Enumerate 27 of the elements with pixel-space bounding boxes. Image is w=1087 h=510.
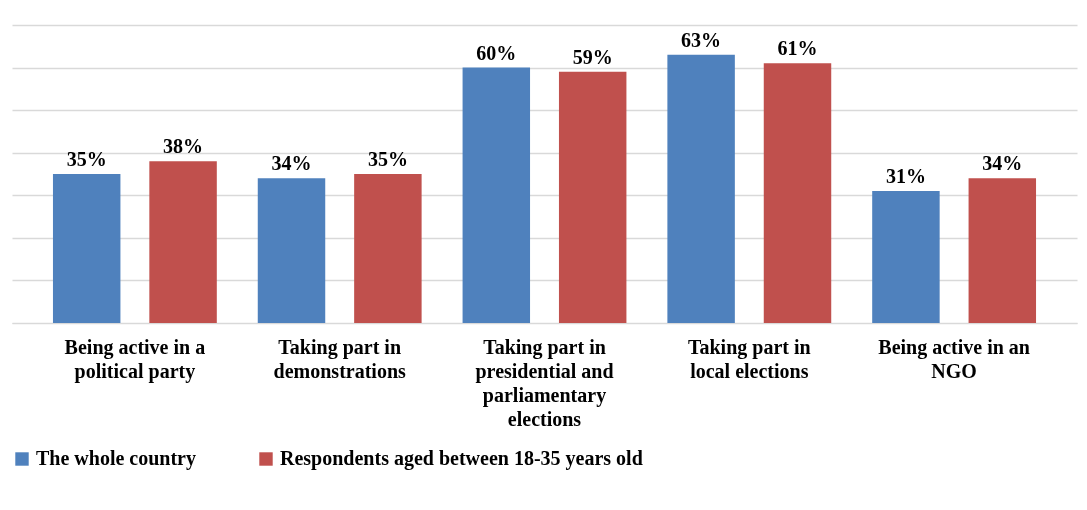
- x-tick-label: Being active in a political party: [64, 335, 206, 383]
- bar: [558, 71, 627, 323]
- data-label: 59%: [572, 45, 613, 68]
- data-label: 34%: [271, 152, 312, 175]
- data-label: 35%: [66, 148, 107, 170]
- bar: [462, 67, 531, 323]
- data-label: 61%: [777, 37, 818, 60]
- bar: [667, 54, 735, 323]
- bar: [763, 63, 832, 323]
- bar: [968, 178, 1037, 323]
- bar: [872, 191, 940, 323]
- x-tick-label: Being active in an NGO: [878, 335, 1030, 382]
- data-label: 38%: [163, 135, 204, 158]
- x-tick-label: Taking part in presidential and parliamentary elections: [475, 335, 614, 430]
- x-tick-label: Taking part in demonstrations: [273, 335, 407, 382]
- bar: [149, 161, 217, 323]
- bar: [52, 174, 121, 323]
- data-label: 34%: [982, 152, 1023, 175]
- bar: [354, 174, 422, 323]
- data-label: 31%: [885, 165, 926, 188]
- legend-label: The whole country: [36, 447, 196, 470]
- data-label: 63%: [681, 28, 722, 51]
- x-tick-label: Taking part in local elections: [687, 335, 811, 382]
- data-label: 60%: [476, 41, 517, 64]
- bar: [257, 178, 326, 323]
- legend-label: Respondents aged between 18-35 years old: [280, 447, 643, 470]
- data-label: 35%: [367, 148, 408, 170]
